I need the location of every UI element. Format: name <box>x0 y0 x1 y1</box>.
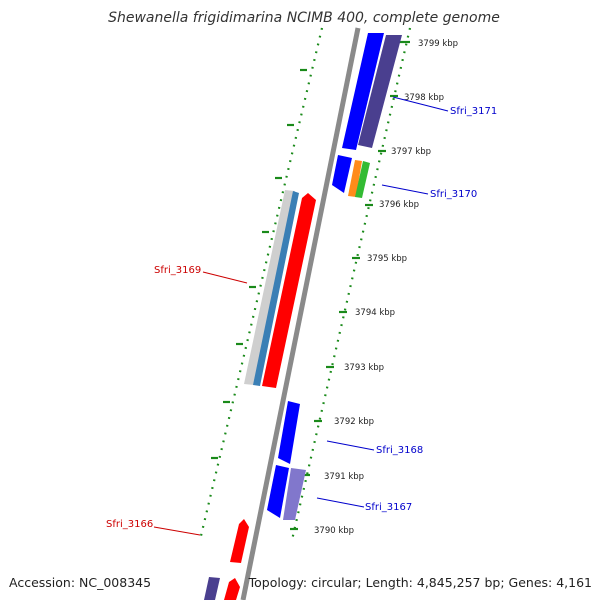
gene-label-sfri-3167[interactable]: Sfri_3167 <box>365 502 412 513</box>
map-title: Shewanella frigidimarina NCIMB 400, comp… <box>108 10 500 26</box>
gene-block-3172[interactable] <box>342 33 384 150</box>
gene-label-sfri-3170[interactable]: Sfri_3170 <box>430 189 477 200</box>
kbp-label-3797: 3797 kbp <box>391 147 431 157</box>
kbp-label-3792: 3792 kbp <box>334 417 374 427</box>
kbp-label-3791: 3791 kbp <box>324 472 364 482</box>
gene-block-3169b[interactable] <box>253 191 299 386</box>
major-ticks <box>211 40 410 531</box>
gene-block-3169[interactable] <box>262 193 316 388</box>
gene-block-3165[interactable] <box>224 578 240 600</box>
kbp-label-3796: 3796 kbp <box>379 200 419 210</box>
topology-text: Topology: circular; Length: 4,845,257 bp… <box>248 575 592 590</box>
kbp-label-3790: 3790 kbp <box>314 526 354 536</box>
kbp-labels: 3799 kbp 3798 kbp 3797 kbp 3796 kbp 3795… <box>314 39 458 536</box>
gene-block-3166[interactable] <box>230 519 249 563</box>
gene-block-3167[interactable] <box>267 465 289 518</box>
kbp-label-3799: 3799 kbp <box>418 39 458 49</box>
gene-block-3170b[interactable] <box>348 160 362 197</box>
genome-backbone <box>240 27 361 600</box>
kbp-label-3794: 3794 kbp <box>355 308 395 318</box>
kbp-label-3793: 3793 kbp <box>344 363 384 373</box>
gene-label-sfri-3169[interactable]: Sfri_3169 <box>154 265 201 276</box>
gene-label-sfri-3168[interactable]: Sfri_3168 <box>376 445 423 456</box>
accession-text: Accession: NC_008345 <box>9 575 151 590</box>
gene-block-3170[interactable] <box>332 155 352 193</box>
kbp-label-3798: 3798 kbp <box>404 93 444 103</box>
gene-block-3167b[interactable] <box>283 468 306 520</box>
gene-block-3165a[interactable] <box>204 577 220 600</box>
gene-label-sfri-3166[interactable]: Sfri_3166 <box>106 519 153 530</box>
gene-block-3168[interactable] <box>278 401 300 464</box>
kbp-label-3795: 3795 kbp <box>367 254 407 264</box>
gene-block-3169a[interactable] <box>244 190 295 385</box>
gene-leader-lines <box>153 96 449 536</box>
gene-block-3171[interactable] <box>358 35 402 148</box>
gene-label-sfri-3171[interactable]: Sfri_3171 <box>450 106 497 117</box>
gene-block-3170c[interactable] <box>355 161 370 198</box>
